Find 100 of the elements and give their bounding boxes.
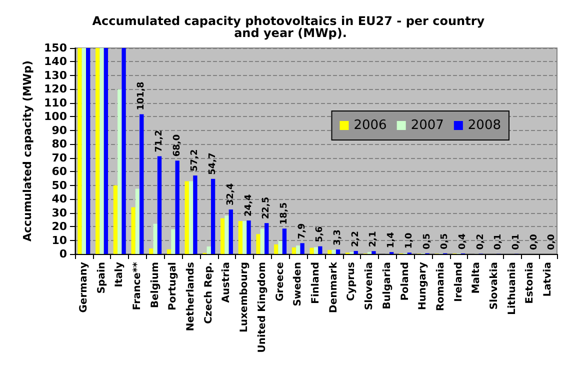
bar (100, 48, 104, 254)
data-label: 0,1 (512, 234, 522, 250)
bar (310, 248, 314, 254)
data-label: 24,4 (244, 194, 254, 216)
y-tick-label: 120 (44, 82, 68, 96)
bar (140, 114, 144, 254)
y-tick-label: 130 (44, 68, 68, 82)
legend-label: 2008 (468, 118, 502, 133)
data-label: 0,4 (458, 234, 468, 250)
bar (184, 181, 189, 254)
x-tick-label: Bulgaria (382, 262, 393, 310)
y-tick-label: 30 (52, 206, 68, 220)
bar (336, 249, 340, 254)
data-label: 0,1 (494, 234, 504, 250)
y-tick-label: 60 (52, 165, 68, 178)
x-tick-label: Austria (221, 262, 232, 303)
bar (332, 250, 336, 254)
data-label: 0,5 (422, 233, 432, 250)
y-tick-label: 40 (52, 192, 68, 206)
data-label: 7,9 (297, 223, 308, 240)
data-label: 1,4 (386, 232, 397, 248)
x-tick-label: Belgium (150, 262, 161, 308)
bar (166, 249, 172, 254)
data-label: 57,2 (190, 149, 200, 172)
data-label: 18,5 (279, 202, 290, 225)
bar (210, 178, 216, 254)
y-tick-label: 0 (59, 248, 68, 260)
y-tick-label: 90 (52, 124, 68, 137)
y-tick-label: 50 (52, 178, 68, 192)
bar (135, 188, 140, 254)
bar (122, 48, 126, 254)
bar (131, 207, 136, 254)
y-tick-label: 140 (44, 55, 68, 68)
x-tick-label: Spain (96, 262, 108, 294)
bar (78, 48, 82, 254)
data-label: 1,0 (404, 232, 414, 249)
y-tick-label: 80 (52, 138, 68, 151)
x-tick-label: United Kingdom (256, 262, 268, 353)
x-tick-label: Hungary (418, 262, 429, 310)
bar (256, 234, 260, 254)
bar (300, 243, 304, 254)
bar (242, 221, 247, 254)
bar (292, 247, 296, 254)
legend-label: 2006 (354, 118, 387, 133)
y-tick-label: 110 (44, 96, 68, 110)
bar (296, 245, 300, 254)
data-label: 5,6 (315, 226, 326, 242)
x-tick-label: France** (132, 261, 143, 310)
data-label: 71,2 (154, 130, 164, 152)
data-label: 54,7 (208, 152, 218, 175)
bar (96, 48, 100, 254)
bar (86, 48, 90, 254)
bar (224, 216, 229, 254)
bar (264, 223, 269, 254)
data-label: 0,5 (440, 233, 450, 250)
x-tick-label: Poland (400, 262, 411, 301)
data-label: 2,2 (350, 231, 361, 247)
bar (188, 181, 194, 254)
x-tick-label: Czech Rep. (203, 262, 214, 324)
x-tick-label: Malta (471, 262, 482, 294)
x-tick-label: Romania (435, 262, 446, 312)
bar (175, 160, 180, 254)
bar (282, 228, 287, 254)
y-tick-label: 20 (52, 220, 68, 234)
x-tick-label: Cyprus (346, 262, 358, 302)
bar (153, 224, 158, 254)
bar (260, 228, 265, 254)
data-label: 32,4 (226, 183, 236, 206)
bar (82, 48, 86, 254)
data-label: 3,3 (333, 230, 344, 246)
legend-label: 2007 (410, 118, 444, 133)
x-tick-label: Slovakia (489, 262, 500, 310)
bar (193, 175, 198, 254)
bar (318, 246, 322, 254)
data-label: 0,0 (529, 234, 540, 250)
y-tick-label: 150 (44, 42, 68, 54)
bar (113, 185, 118, 254)
x-tick-label: Germany (78, 262, 90, 313)
x-tick-label: Greece (274, 262, 286, 302)
x-tick-label: Sweden (292, 262, 304, 306)
bar (354, 250, 358, 254)
data-label: 0,0 (547, 234, 558, 250)
bar (314, 247, 318, 254)
data-label: 101,8 (136, 82, 147, 110)
bar (104, 48, 108, 254)
bar (278, 240, 282, 254)
x-tick-label: Finland (310, 262, 322, 304)
data-label: 2,1 (368, 231, 379, 248)
x-tick-label: Lithuania (506, 262, 518, 315)
data-label: 0,2 (476, 234, 486, 250)
x-tick-label: Italy (114, 262, 126, 288)
bar (372, 251, 376, 254)
y-tick-label: 10 (52, 234, 68, 247)
bar (220, 218, 225, 254)
x-tick-label: Latvia (542, 262, 554, 297)
bar (149, 248, 154, 254)
data-label: 22,5 (262, 196, 272, 220)
x-tick-label: Portugal (168, 262, 179, 310)
bar (118, 89, 122, 254)
bar (228, 210, 233, 254)
